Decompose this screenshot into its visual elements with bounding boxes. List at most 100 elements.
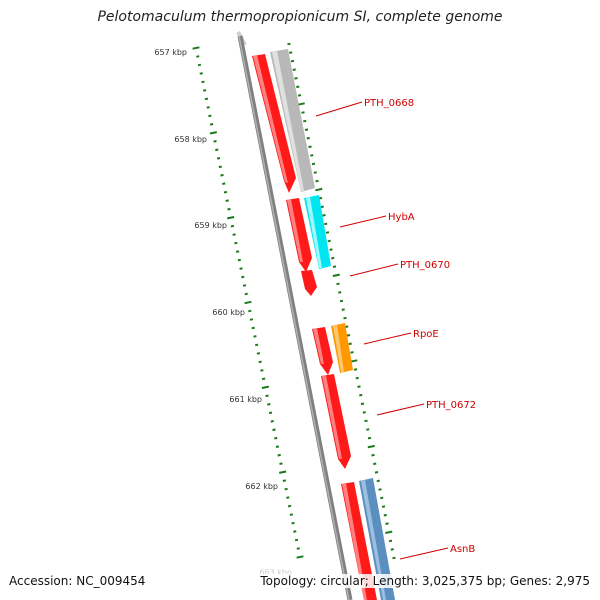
inner-minor-tick: [357, 385, 361, 388]
inner-minor-tick: [350, 351, 354, 354]
inner-minor-tick: [304, 128, 309, 131]
gene-label-pth0670[interactable]: PTH_0670: [400, 260, 450, 271]
inner-minor-tick: [320, 205, 324, 209]
inner-minor-tick: [383, 513, 387, 517]
leader-pth0670: [349, 263, 399, 277]
outer-minor-tick: [201, 80, 205, 84]
leader-hyba: [339, 215, 387, 228]
inner-minor-tick: [303, 119, 307, 123]
inner-minor-tick: [380, 496, 384, 500]
inner-minor-tick: [324, 222, 328, 226]
inner-minor-tick: [338, 291, 342, 294]
outer-minor-tick: [261, 377, 266, 381]
inner-minor-tick: [360, 402, 365, 406]
outer-minor-tick: [237, 258, 242, 262]
inner-minor-tick: [374, 471, 379, 474]
outer-minor-tick: [248, 309, 252, 313]
gene-label-lines: [315, 101, 449, 560]
inner-major-tick: [315, 187, 323, 192]
gene-orange-shine: [333, 325, 344, 372]
inner-minor-tick: [294, 77, 298, 80]
outer-minor-tick: [209, 123, 214, 126]
inner-minor-tick: [322, 214, 326, 217]
gene-red-6-shine: [342, 483, 367, 600]
outer-minor-tick: [296, 547, 300, 550]
leader-pth0668: [315, 101, 363, 117]
inner-minor-tick: [306, 136, 310, 140]
leader-asnb: [399, 547, 449, 560]
outer-minor-tick: [218, 165, 222, 169]
genome-summary-text: Topology: circular; Length: 3,025,375 bp…: [260, 574, 590, 588]
outer-tick-track: [192, 46, 304, 559]
inner-minor-tick: [345, 325, 349, 328]
outer-minor-tick: [279, 462, 283, 465]
inner-minor-tick: [301, 111, 305, 114]
outer-minor-tick: [249, 318, 254, 321]
inner-minor-tick: [343, 316, 347, 320]
inner-minor-tick: [359, 393, 363, 397]
gene-label-pth0672[interactable]: PTH_0672: [426, 400, 476, 411]
gene-label-rpoe[interactable]: RpoE: [413, 329, 439, 340]
outer-minor-tick: [265, 394, 269, 398]
outer-major-tick: [209, 131, 217, 135]
gene-grey-shine: [272, 51, 304, 191]
inner-minor-tick: [296, 85, 300, 89]
gene-red-2-shine: [287, 199, 303, 262]
inner-major-tick: [385, 530, 393, 534]
outer-minor-tick: [225, 199, 229, 202]
outer-major-tick: [244, 300, 252, 305]
outer-minor-tick: [258, 360, 262, 364]
inner-minor-tick: [390, 548, 394, 551]
inner-minor-tick: [313, 171, 317, 174]
outer-minor-tick: [284, 487, 288, 491]
outer-minor-tick: [230, 224, 235, 228]
outer-minor-tick: [235, 250, 240, 253]
scale-label-661: 661 kbp: [229, 395, 262, 404]
gene-label-pth0668[interactable]: PTH_0668: [364, 98, 414, 109]
inner-minor-tick: [290, 59, 295, 63]
inner-minor-tick: [336, 282, 340, 286]
inner-minor-tick: [308, 145, 312, 149]
leader-pth0672: [376, 403, 425, 416]
inner-major-tick: [332, 273, 340, 277]
outer-minor-tick: [213, 140, 217, 143]
outer-major-tick: [192, 46, 200, 50]
accession-text: Accession: NC_009454: [9, 574, 146, 588]
outer-minor-tick: [289, 513, 294, 516]
backbone-highlight: [238, 35, 350, 600]
outer-minor-tick: [272, 428, 276, 432]
outer-minor-tick: [227, 207, 231, 211]
outer-minor-tick: [254, 343, 259, 347]
inner-minor-tick: [367, 436, 372, 440]
outer-minor-tick: [223, 190, 228, 194]
scale-label-658: 658 kbp: [174, 135, 207, 144]
scale-label-662: 662 kbp: [245, 482, 278, 491]
outer-minor-tick: [215, 148, 219, 152]
scale-label-660: 660 kbp: [212, 308, 245, 317]
outer-major-tick: [261, 385, 269, 389]
inner-tick-track: [287, 42, 396, 560]
inner-minor-tick: [355, 376, 359, 380]
inner-minor-tick: [325, 231, 330, 234]
outer-minor-tick: [275, 445, 280, 448]
outer-minor-tick: [287, 504, 292, 508]
inner-minor-tick: [388, 539, 393, 543]
gene-label-hyba[interactable]: HybA: [388, 212, 415, 223]
inner-minor-tick: [297, 94, 302, 97]
gene-red-4-shine: [313, 328, 324, 364]
outer-minor-tick: [208, 114, 212, 118]
gene-label-asnb[interactable]: AsnB: [450, 544, 475, 555]
outer-minor-tick: [220, 173, 224, 177]
gene-shapes: [252, 49, 395, 600]
outer-minor-tick: [197, 63, 202, 67]
inner-minor-tick: [311, 162, 316, 166]
gene-red-5-shine: [322, 375, 342, 459]
outer-minor-tick: [256, 352, 261, 355]
inner-major-tick: [367, 444, 375, 449]
gene-red-3[interactable]: [301, 270, 317, 296]
inner-minor-tick: [348, 342, 352, 346]
outer-minor-tick: [282, 479, 287, 482]
inner-minor-tick: [378, 488, 382, 491]
scale-label-657: 657 kbp: [154, 48, 187, 57]
